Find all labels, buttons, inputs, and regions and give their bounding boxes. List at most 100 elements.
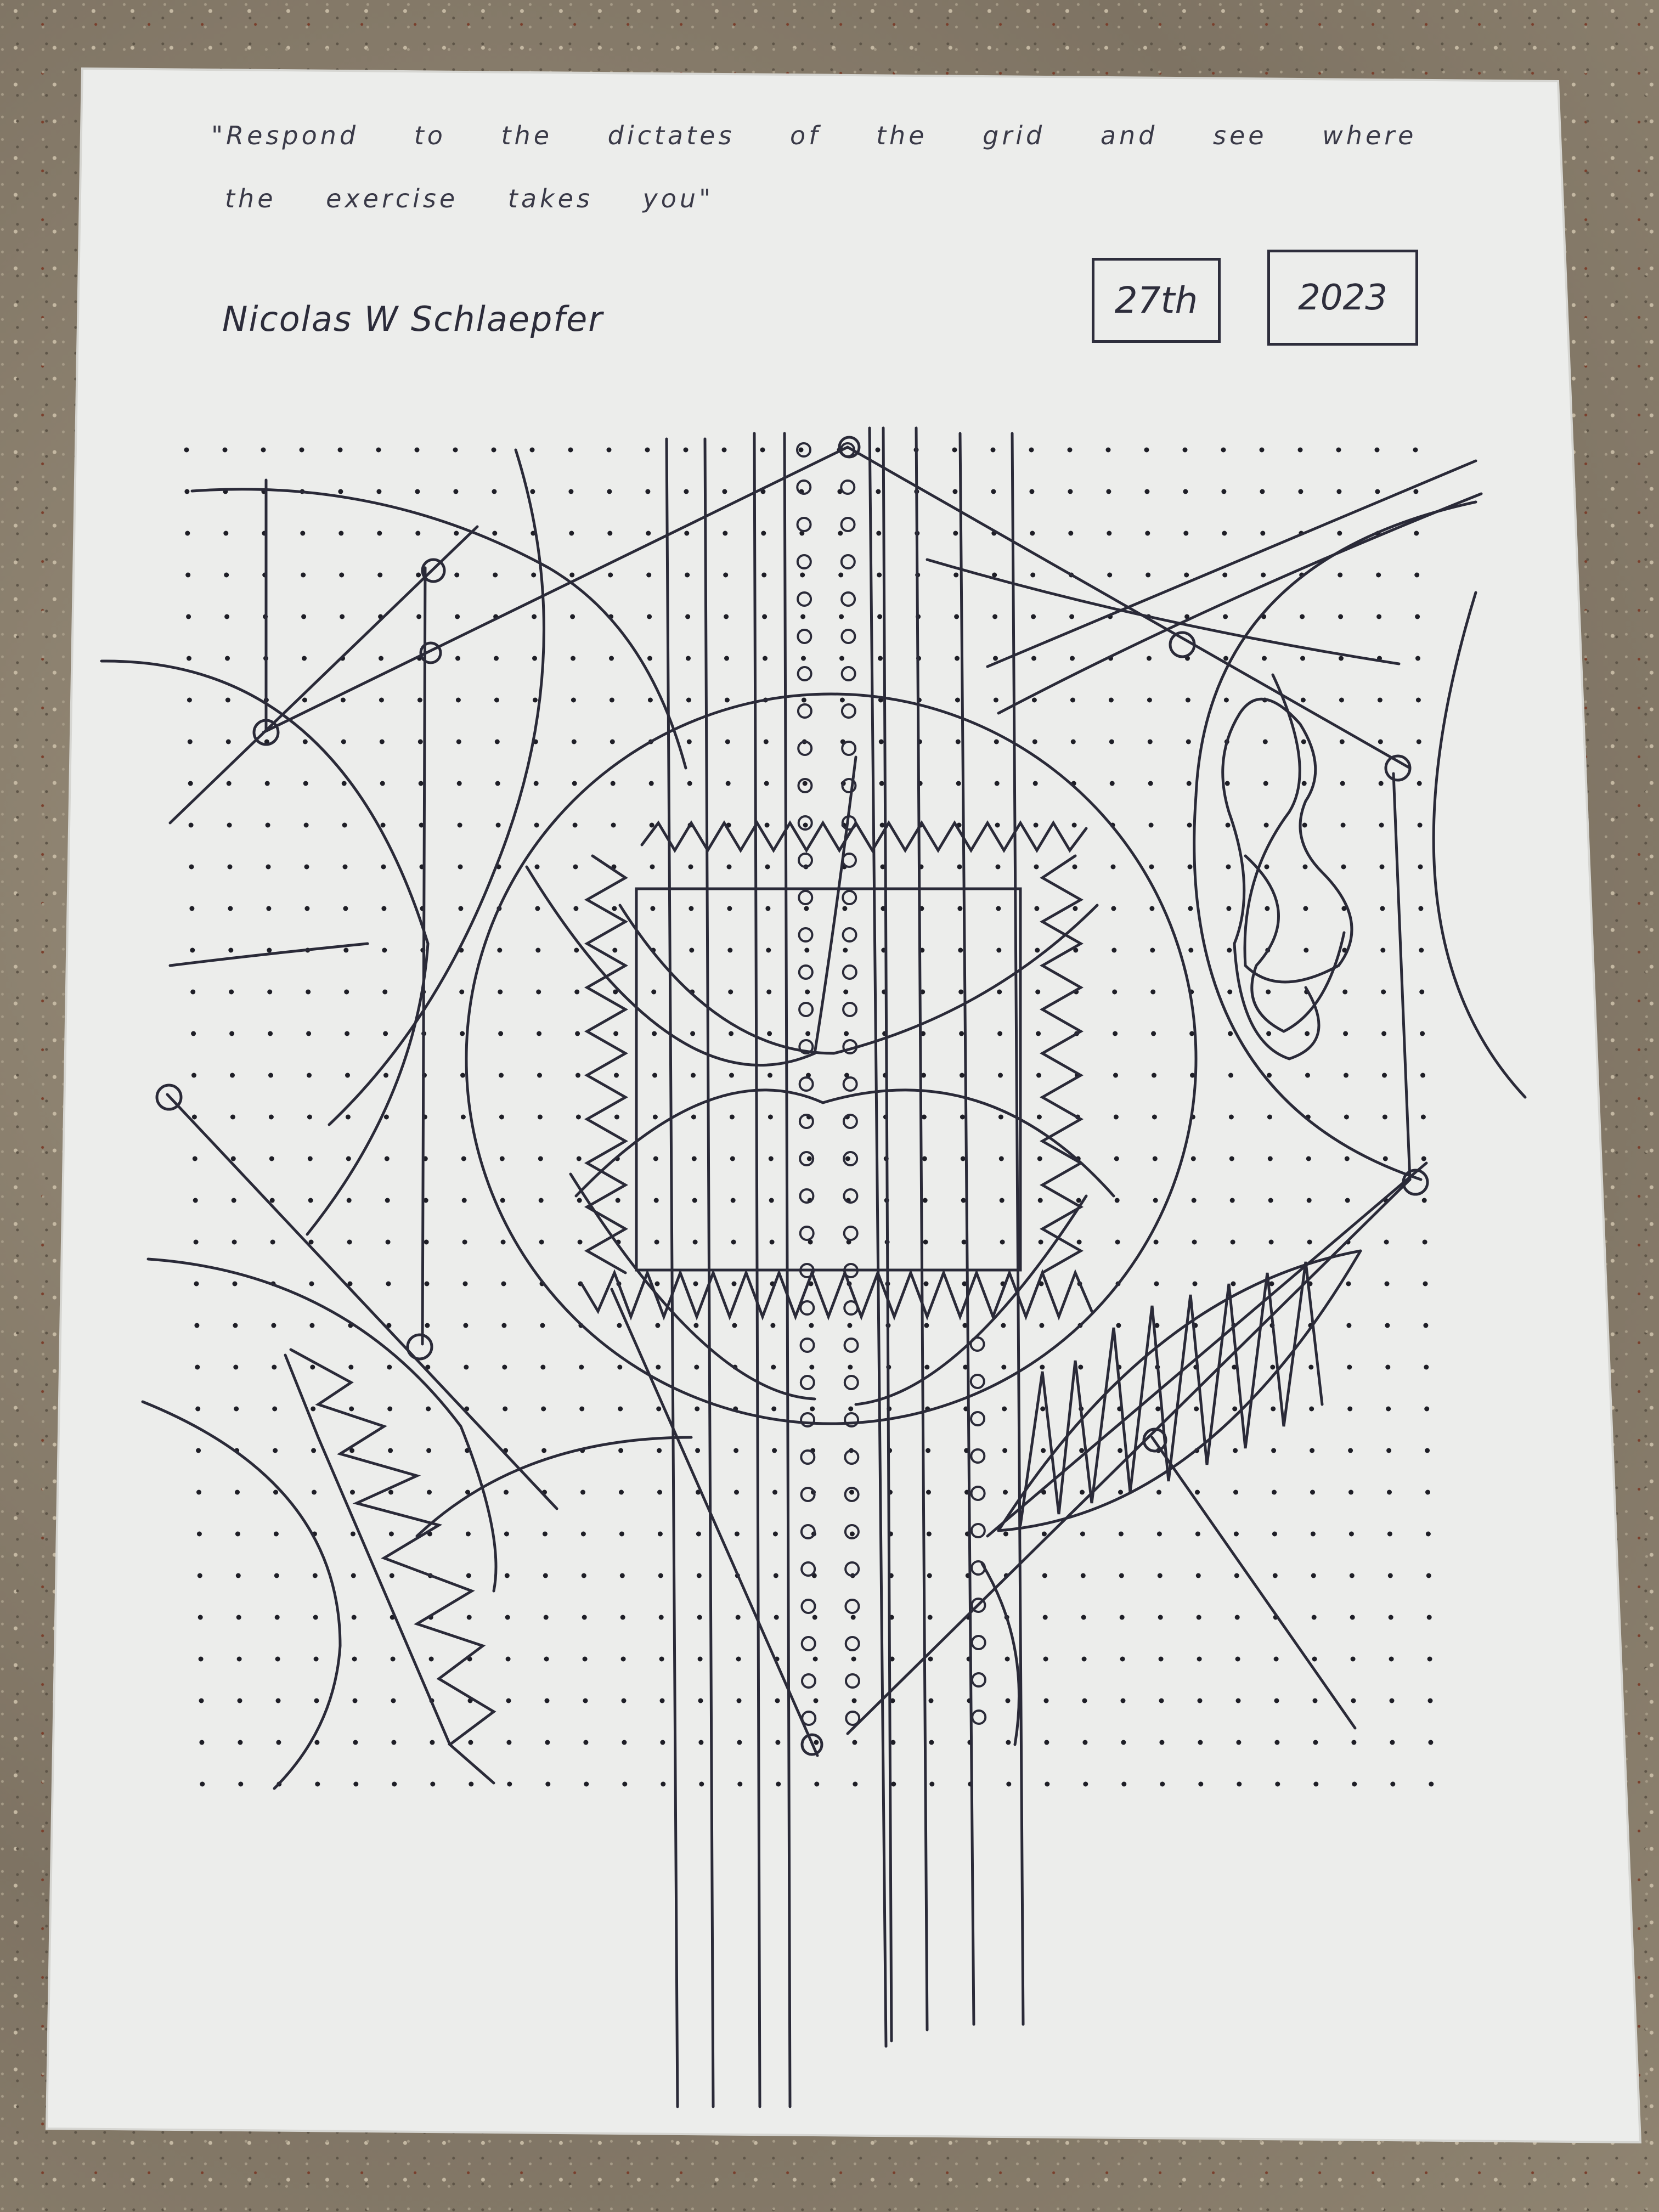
ringed-dot [799,1151,815,1166]
inner-arc [525,755,857,1066]
construction-arc [926,558,1401,665]
grid-dot [349,1406,354,1412]
grid-dot [425,1323,430,1328]
grid-dot [737,1781,743,1787]
grid-dot [1384,1239,1389,1245]
grid-dot [379,656,383,661]
grid-dot [455,656,460,661]
grid-dot [998,1156,1004,1161]
grid-dot [1418,906,1424,911]
grid-dot [655,1323,661,1328]
ringed-dot [971,1709,987,1725]
grid-dot [1042,1573,1047,1578]
grid-dot [691,1114,696,1120]
grid-dot [927,1573,932,1578]
grid-dot [350,1489,355,1495]
construction-line [168,525,479,825]
grid-dot [389,1573,394,1578]
grid-dot [344,989,349,995]
grid-dot [196,1448,201,1453]
grid-dot [1158,1656,1164,1662]
ringed-dot [840,479,856,495]
ringed-dot [798,1039,814,1054]
grid-dot [188,822,194,828]
grid-dot [504,1573,510,1578]
grid-dot [1425,1448,1430,1453]
grid-dot [775,1698,780,1703]
grid-dot [803,822,808,828]
grid-dot [1082,1698,1087,1703]
grid-dot [534,864,540,870]
grid-dot [458,906,464,911]
grid-dot [1233,1489,1238,1495]
grid-dot [299,447,304,453]
inner-arc [854,1194,1088,1406]
grid-dot [958,989,964,995]
grid-dot [661,1781,666,1787]
grid-dot [414,447,420,453]
ringed-dot [969,1374,985,1389]
grid-dot [611,822,616,828]
grid-dot [194,1323,200,1328]
ringed-dot [840,703,856,719]
grid-dot [193,1198,198,1203]
ringed-dot [800,1412,816,1427]
grid-dot [271,1323,276,1328]
grid-dot [839,697,845,703]
grid-dot [1338,572,1343,578]
grid-dot [801,656,806,661]
node-circle [800,1733,823,1756]
grid-dot [877,572,882,578]
grid-dot [1149,906,1155,911]
grid-dot [1119,1573,1124,1578]
grid-dot [613,989,618,995]
grid-dot [843,947,848,953]
ringed-dot [799,1263,815,1278]
grid-dot [770,1323,776,1328]
grid-dot [199,1698,204,1703]
grid-dot [267,989,273,995]
grid-dot [963,1364,968,1370]
grid-dot [1378,739,1383,744]
grid-dot [809,1323,814,1328]
grid-dot [1118,1448,1123,1453]
grid-dot [1031,697,1037,703]
grid-dot [195,1364,200,1370]
grid-dot [1307,1239,1312,1245]
grid-dot [1379,864,1385,870]
ringed-dot [844,1412,860,1427]
grid-dot [531,572,537,578]
ringed-dot [799,1338,815,1353]
grid-dot [1389,1656,1394,1662]
grid-dot [581,1573,586,1578]
hatching-bottom [580,1268,1093,1321]
grid-dot [273,1448,278,1453]
grid-dot [838,531,843,536]
grid-dot [1189,1031,1195,1036]
grid-dot [842,906,848,911]
construction-line [1150,1436,1357,1730]
grid-dot [1228,1114,1234,1120]
grid-dot [580,1489,585,1495]
grid-dot [1038,1239,1043,1245]
grid-dot [698,1698,703,1703]
construction-line [986,459,1477,668]
grid-dot [1344,1156,1350,1161]
grid-dot [1417,781,1422,786]
grid-dot [798,447,804,453]
grid-dot [658,1615,664,1620]
grid-dot [340,614,345,619]
ringed-dot [799,1300,815,1316]
grid-dot [313,1615,318,1620]
artist-signature: Nicolas W Schlaepfer [222,299,603,339]
grid-dot [693,1281,698,1286]
grid-dot [1159,1698,1164,1703]
ringed-dot [797,741,813,756]
grid-dot [953,531,958,536]
grid-dot [729,1114,735,1120]
grid-dot [1113,1073,1118,1078]
construction-arc [980,1562,1020,1746]
ringed-dot [840,629,856,644]
grid-dot [234,1406,239,1412]
